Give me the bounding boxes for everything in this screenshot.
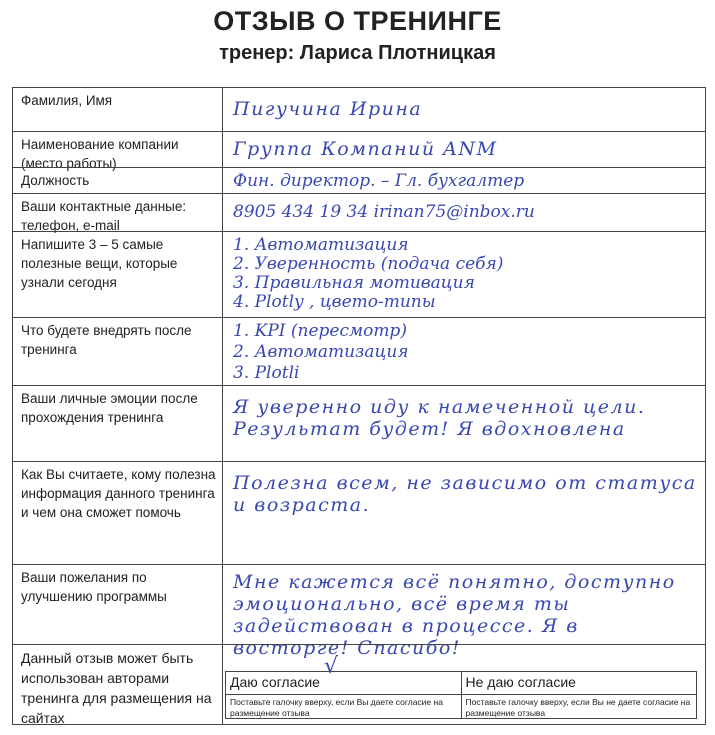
row-name: Фамилия, Имя Пигучина Ирина — [12, 87, 706, 132]
row-answer: 1. KPI (пересмотр) 2. Автоматизация 3. P… — [233, 321, 409, 383]
disagree-label: Не даю согласие — [461, 672, 696, 695]
row-answer: Мне кажется всё понятно, доступно эмоцио… — [233, 571, 676, 659]
consent-disagree-option[interactable]: Не даю согласие Поставьте галочку вверху… — [460, 672, 696, 718]
checkmark-icon: √ — [324, 654, 339, 679]
row-label: Ваши контактные данные: телефон, e-mail — [21, 199, 187, 233]
row-label: Данный отзыв может быть использован авто… — [21, 650, 212, 726]
disagree-hint: Поставьте галочку вверху, если Вы не дае… — [465, 697, 691, 718]
row-usefulness: Как Вы считаете, кому полезна информация… — [12, 461, 706, 565]
row-label: Как Вы считаете, кому полезна информация… — [21, 467, 216, 520]
form-title: ОТЗЫВ О ТРЕНИНГЕ — [213, 6, 502, 36]
row-answer: Группа Компаний ANM — [233, 138, 498, 160]
row-emotions: Ваши личные эмоции после прохождения тре… — [12, 385, 706, 462]
trainer-subtitle: тренер: Лариса Плотницкая — [219, 42, 496, 64]
row-answer: 8905 434 19 34 irinan75@inbox.ru — [233, 202, 535, 222]
row-answer: 1. Автоматизация 2. Уверенность (подача … — [233, 235, 504, 312]
row-answer: Фин. директор. – Гл. бухгалтер — [233, 171, 525, 191]
row-label: Что будете внедрять после тренинга — [21, 323, 192, 357]
row-useful-things: Напишите 3 – 5 самые полезные вещи, кото… — [12, 231, 706, 318]
row-implement: Что будете внедрять после тренинга 1. KP… — [12, 317, 706, 386]
row-label: Ваши личные эмоции после прохождения тре… — [21, 391, 198, 425]
row-answer: Полезна всем, не зависимо от статуса и в… — [233, 472, 697, 516]
row-answer: Пигучина Ирина — [233, 98, 423, 120]
row-label: Напишите 3 – 5 самые полезные вещи, кото… — [21, 237, 178, 290]
row-position: Должность Фин. директор. – Гл. бухгалтер — [12, 167, 706, 194]
row-contacts: Ваши контактные данные: телефон, e-mail … — [12, 193, 706, 233]
consent-agree-option[interactable]: √ Даю согласие Поставьте галочку вверху,… — [226, 654, 461, 718]
row-wishes: Ваши пожелания по улучшению программы Мн… — [12, 564, 706, 659]
consent-box: √ Даю согласие Поставьте галочку вверху,… — [225, 654, 697, 719]
row-answer: Я уверенно иду к намеченной цели. Резуль… — [233, 396, 646, 440]
row-label: Фамилия, Имя — [21, 93, 113, 108]
row-consent: Данный отзыв может быть использован авто… — [12, 644, 706, 726]
agree-label: Даю согласие — [226, 672, 461, 695]
agree-hint: Поставьте галочку вверху, если Вы даете … — [230, 697, 443, 718]
row-label: Ваши пожелания по улучшению программы — [21, 570, 167, 604]
row-company: Наименование компании (место работы) Гру… — [12, 131, 706, 171]
row-label: Должность — [21, 173, 90, 188]
